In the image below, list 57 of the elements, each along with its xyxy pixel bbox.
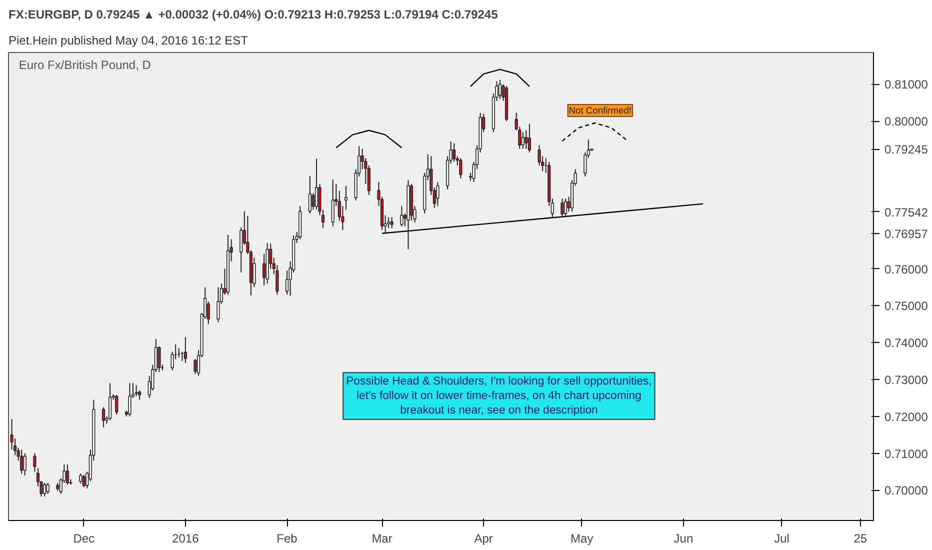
candlestick [82, 474, 86, 488]
candlestick [400, 206, 404, 227]
candlestick [308, 176, 312, 214]
y-tick-label: 0.76000 [884, 262, 928, 276]
candlestick [134, 384, 138, 397]
candlestick [344, 185, 348, 210]
candlestick [564, 198, 568, 217]
candlestick [158, 346, 161, 373]
x-tick-label: Feb [276, 532, 298, 546]
x-tick-label: 25 [854, 532, 868, 546]
annotation: Not Confirmed! [568, 106, 632, 116]
y-tick-label: 0.74000 [884, 336, 928, 350]
candlestick [528, 123, 532, 154]
candlestick [79, 473, 82, 484]
candlestick [115, 394, 118, 416]
candlestick [33, 452, 36, 472]
candlestick [20, 449, 24, 474]
candlestick [560, 198, 564, 218]
candlestick [452, 142, 456, 162]
candlestick [42, 482, 46, 498]
candlestick [46, 482, 50, 494]
y-tick-label: 0.76957 [884, 226, 928, 241]
y-tick-label: 0.71000 [884, 446, 928, 461]
y-tick-label: 0.75000 [884, 299, 928, 314]
candlestick [66, 464, 70, 486]
candlestick [521, 132, 524, 150]
candlestick [216, 286, 220, 323]
y-tick-label: 0.77542 [884, 205, 928, 220]
y-tick-label: 0.81000 [884, 78, 928, 92]
candlestick [108, 382, 112, 421]
y-tick-label: 0.79245 [884, 142, 928, 157]
x-tick-label: Mar [372, 532, 392, 546]
candlestick [23, 452, 26, 476]
candlestick [498, 79, 502, 100]
text: Euro Fx/British Pound, D [18, 58, 152, 72]
y-tick-label: 0.80000 [884, 114, 928, 129]
y-tick-label: 0.73000 [884, 373, 928, 388]
candlestick [459, 158, 462, 179]
y-tick-label: 0.72000 [884, 410, 928, 424]
x-tick-label: May [570, 532, 594, 546]
candlestick [102, 406, 106, 428]
x-tick-label: Dec [73, 532, 95, 546]
x-tick-label: Apr [474, 532, 493, 546]
text: Piet.Hein published May 04, 2016 16:12 EST [8, 34, 249, 48]
candlestick [314, 158, 318, 210]
candlestick [331, 178, 334, 227]
x-tick-label: Jun [674, 532, 694, 546]
x-tick-label: Jul [774, 532, 790, 546]
candlestick [390, 216, 394, 229]
chart-title: FX:EURGBP, D 0.79245 ▲ +0.00032 (+0.04%) O:0.79213 H:0.79253 L:0.79194 C:0.79245 [8, 8, 498, 22]
candlestick [194, 358, 197, 374]
x-tick-label: 2016 [172, 532, 200, 546]
candlestick [436, 182, 440, 207]
candlestick [184, 336, 187, 364]
annotation: Possible Head & Shoulders, I'm looking for sell opportunities, let's follow it on lower time-frames, on 4h chart upcoming breakout is near, see on the description [346, 376, 652, 416]
y-tick-label: 0.70000 [884, 484, 928, 498]
candlestick [128, 382, 132, 417]
